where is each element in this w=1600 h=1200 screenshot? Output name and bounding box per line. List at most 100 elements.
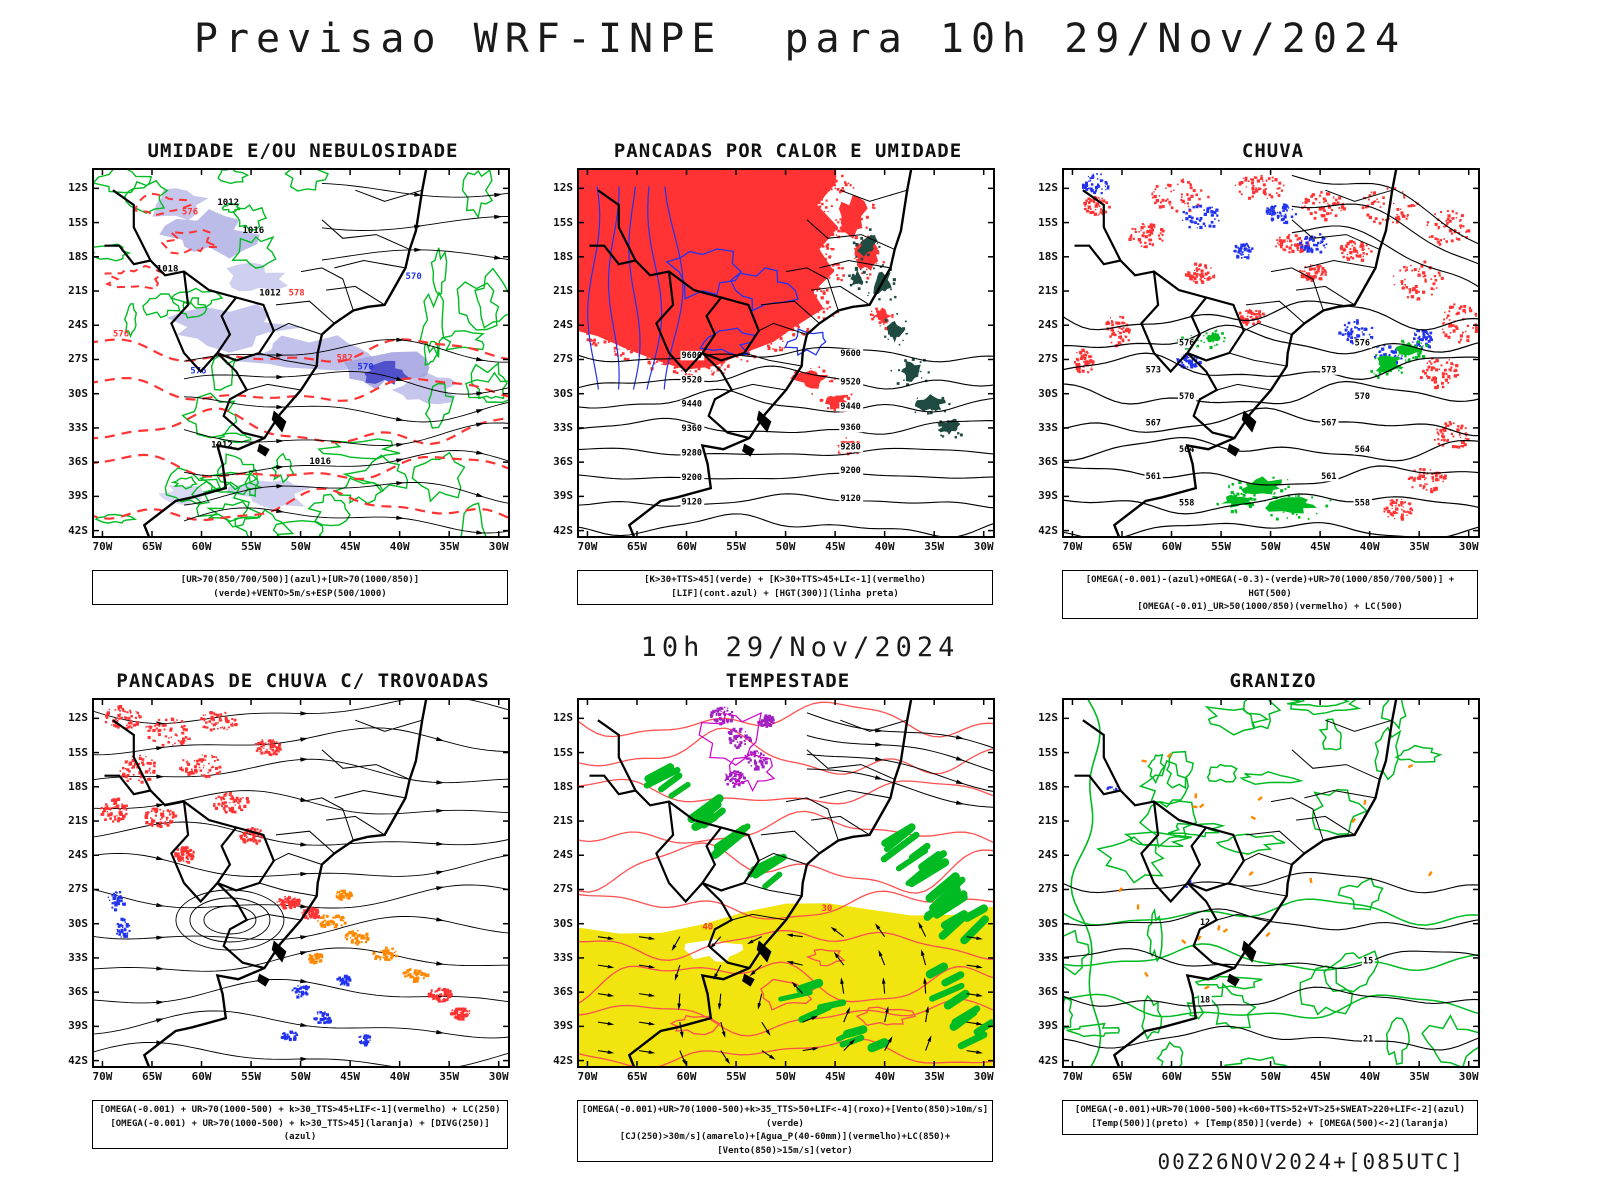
lon-label: 55W: [1211, 540, 1231, 553]
lat-label: 39S: [1038, 489, 1058, 503]
lat-label: 21S: [1038, 284, 1058, 298]
lat-label: 39S: [1038, 1019, 1058, 1033]
lat-label: 12S: [553, 181, 573, 195]
lat-label: 33S: [68, 950, 88, 964]
caption-line: [OMEGA(-0.001)-(azul)+OMEGA(-0.3)-(verde…: [1085, 575, 1455, 599]
lon-label: 60W: [1161, 540, 1182, 553]
svg-text:9120: 9120: [840, 494, 860, 504]
lat-axis: 12S 15S 18S 21S 24S 27S 30S 33S 36S 39S 42S: [58, 168, 90, 538]
lon-label: 70W: [92, 540, 113, 553]
lon-label: 30W: [1458, 1070, 1479, 1083]
lon-label: 35W: [1409, 1070, 1430, 1083]
svg-text:582: 582: [337, 353, 353, 363]
panel-granizo: GRANIZO 12S 15S 18S 21S 24S 27S 30S 33S 36S 39S 42…: [1028, 670, 1484, 1135]
lon-label: 60W: [1161, 1070, 1182, 1083]
lon-label: 35W: [1409, 540, 1430, 553]
lat-label: 18S: [68, 779, 88, 793]
lat-label: 21S: [1038, 814, 1058, 828]
lon-label: 45W: [340, 540, 361, 553]
lon-label: 50W: [775, 540, 796, 553]
lon-axis: 70W 65W 60W 55W 50W 45W 40W 35W 30W: [577, 1069, 995, 1085]
lat-axis: 12S 15S 18S 21S 24S 27S 30S 33S 36S 39S 42S: [543, 168, 575, 538]
svg-text:12: 12: [1200, 918, 1210, 928]
svg-text:30: 30: [822, 904, 833, 914]
svg-text:9280: 9280: [840, 443, 860, 453]
caption-box: [OMEGA(-0.001) + UR>70(1000-500) + k>30_…: [92, 1100, 508, 1149]
lat-label: 27S: [553, 352, 573, 366]
lon-label: 40W: [874, 1070, 895, 1083]
lon-label: 65W: [142, 1070, 162, 1083]
svg-text:564: 564: [1355, 445, 1370, 455]
svg-text:564: 564: [1179, 445, 1194, 455]
lat-label: 12S: [1038, 711, 1058, 725]
lon-label: 40W: [389, 1070, 410, 1083]
lat-label: 18S: [1038, 779, 1058, 793]
lon-label: 70W: [577, 540, 598, 553]
lat-label: 24S: [68, 318, 88, 332]
lat-label: 15S: [1038, 215, 1058, 229]
svg-text:573: 573: [1321, 365, 1336, 375]
lat-label: 27S: [68, 352, 88, 366]
panel-title: UMIDADE E/OU NEBULOSIDADE: [147, 140, 459, 162]
lon-label: 40W: [389, 540, 410, 553]
lat-label: 12S: [1038, 181, 1058, 195]
lon-label: 50W: [1260, 1070, 1281, 1083]
lat-label: 39S: [68, 1019, 88, 1033]
lat-label: 24S: [1038, 848, 1058, 862]
svg-text:573: 573: [1146, 365, 1161, 375]
panel-title: GRANIZO: [1229, 670, 1317, 692]
svg-text:576: 576: [113, 329, 129, 339]
panel-pancadas-calor: PANCADAS POR CALOR E UMIDADE 12S 15S 18S 21…: [543, 140, 999, 605]
lon-label: 30W: [488, 540, 509, 553]
panel-title: CHUVA: [1241, 140, 1305, 162]
svg-text:561: 561: [1146, 472, 1161, 482]
caption-line: [OMEGA(-0.001)+UR>70(1000-500)+k<60+TTS>…: [1074, 1105, 1466, 1115]
lat-label: 36S: [553, 985, 573, 999]
caption-box: [K>30+TTS>45](verde) + [K>30+TTS>45+LI<-…: [577, 570, 993, 605]
lon-label: 70W: [1062, 540, 1083, 553]
lon-label: 70W: [92, 1070, 113, 1083]
lat-label: 12S: [553, 711, 573, 725]
lon-axis: 70W 65W 60W 55W 50W 45W 40W 35W 30W: [92, 539, 510, 555]
lon-label: 65W: [142, 540, 162, 553]
lat-label: 18S: [68, 249, 88, 263]
lat-label: 15S: [68, 745, 88, 759]
svg-text:567: 567: [1321, 419, 1336, 429]
lat-label: 24S: [1038, 318, 1058, 332]
lat-label: 21S: [68, 814, 88, 828]
lat-label: 27S: [1038, 882, 1058, 896]
lon-label: 50W: [1260, 540, 1281, 553]
svg-text:576: 576: [1179, 339, 1194, 349]
map-frame: 40 30: [577, 698, 995, 1068]
lat-label: 33S: [553, 420, 573, 434]
lon-label: 65W: [627, 1070, 647, 1083]
svg-text:21: 21: [1363, 1034, 1373, 1044]
lon-axis: 70W 65W 60W 55W 50W 45W 40W 35W 30W: [1062, 539, 1480, 555]
lat-label: 18S: [553, 779, 573, 793]
lat-label: 42S: [553, 523, 573, 537]
svg-text:9120: 9120: [682, 497, 702, 507]
panel-title: TEMPESTADE: [725, 670, 851, 692]
caption-line: [OMEGA(-0.001)+UR>70(1000-500)+k>35_TTS>…: [581, 1105, 989, 1129]
umidade-map: 1012101610181012101210165765785825765705…: [92, 168, 510, 538]
lat-label: 30S: [68, 386, 88, 400]
lon-label: 60W: [191, 1070, 212, 1083]
lat-label: 30S: [68, 916, 88, 930]
caption-line: [K>30+TTS>45](verde) + [K>30+TTS>45+LI<-…: [644, 575, 926, 585]
lat-label: 36S: [1038, 985, 1058, 999]
caption-box: [OMEGA(-0.001)+UR>70(1000-500)+k>35_TTS>…: [577, 1100, 993, 1162]
chuva-map: 576 576 573 573 570 570 567 567 564 564 561 561 558 5…: [1062, 168, 1480, 538]
lon-label: 55W: [241, 1070, 261, 1083]
lon-label: 60W: [676, 540, 697, 553]
map-wrap: 12S 15S 18S 21S 24S 27S 30S 33S 36S 39S 42S 1012 10…: [58, 168, 514, 556]
lon-label: 35W: [924, 540, 945, 553]
lon-label: 70W: [577, 1070, 598, 1083]
svg-text:9600: 9600: [840, 349, 860, 359]
lon-label: 30W: [973, 540, 994, 553]
svg-text:9440: 9440: [840, 402, 860, 412]
lon-label: 65W: [1112, 1070, 1132, 1083]
lon-label: 40W: [1359, 1070, 1380, 1083]
svg-text:576: 576: [1355, 339, 1370, 349]
caption-line: [OMEGA(-0.01)_UR>50(1000/850)(vermelho) …: [1137, 602, 1403, 612]
panel-trovoadas: PANCADAS DE CHUVA C/ TROVOADAS 12S 15S 18S…: [58, 670, 514, 1149]
